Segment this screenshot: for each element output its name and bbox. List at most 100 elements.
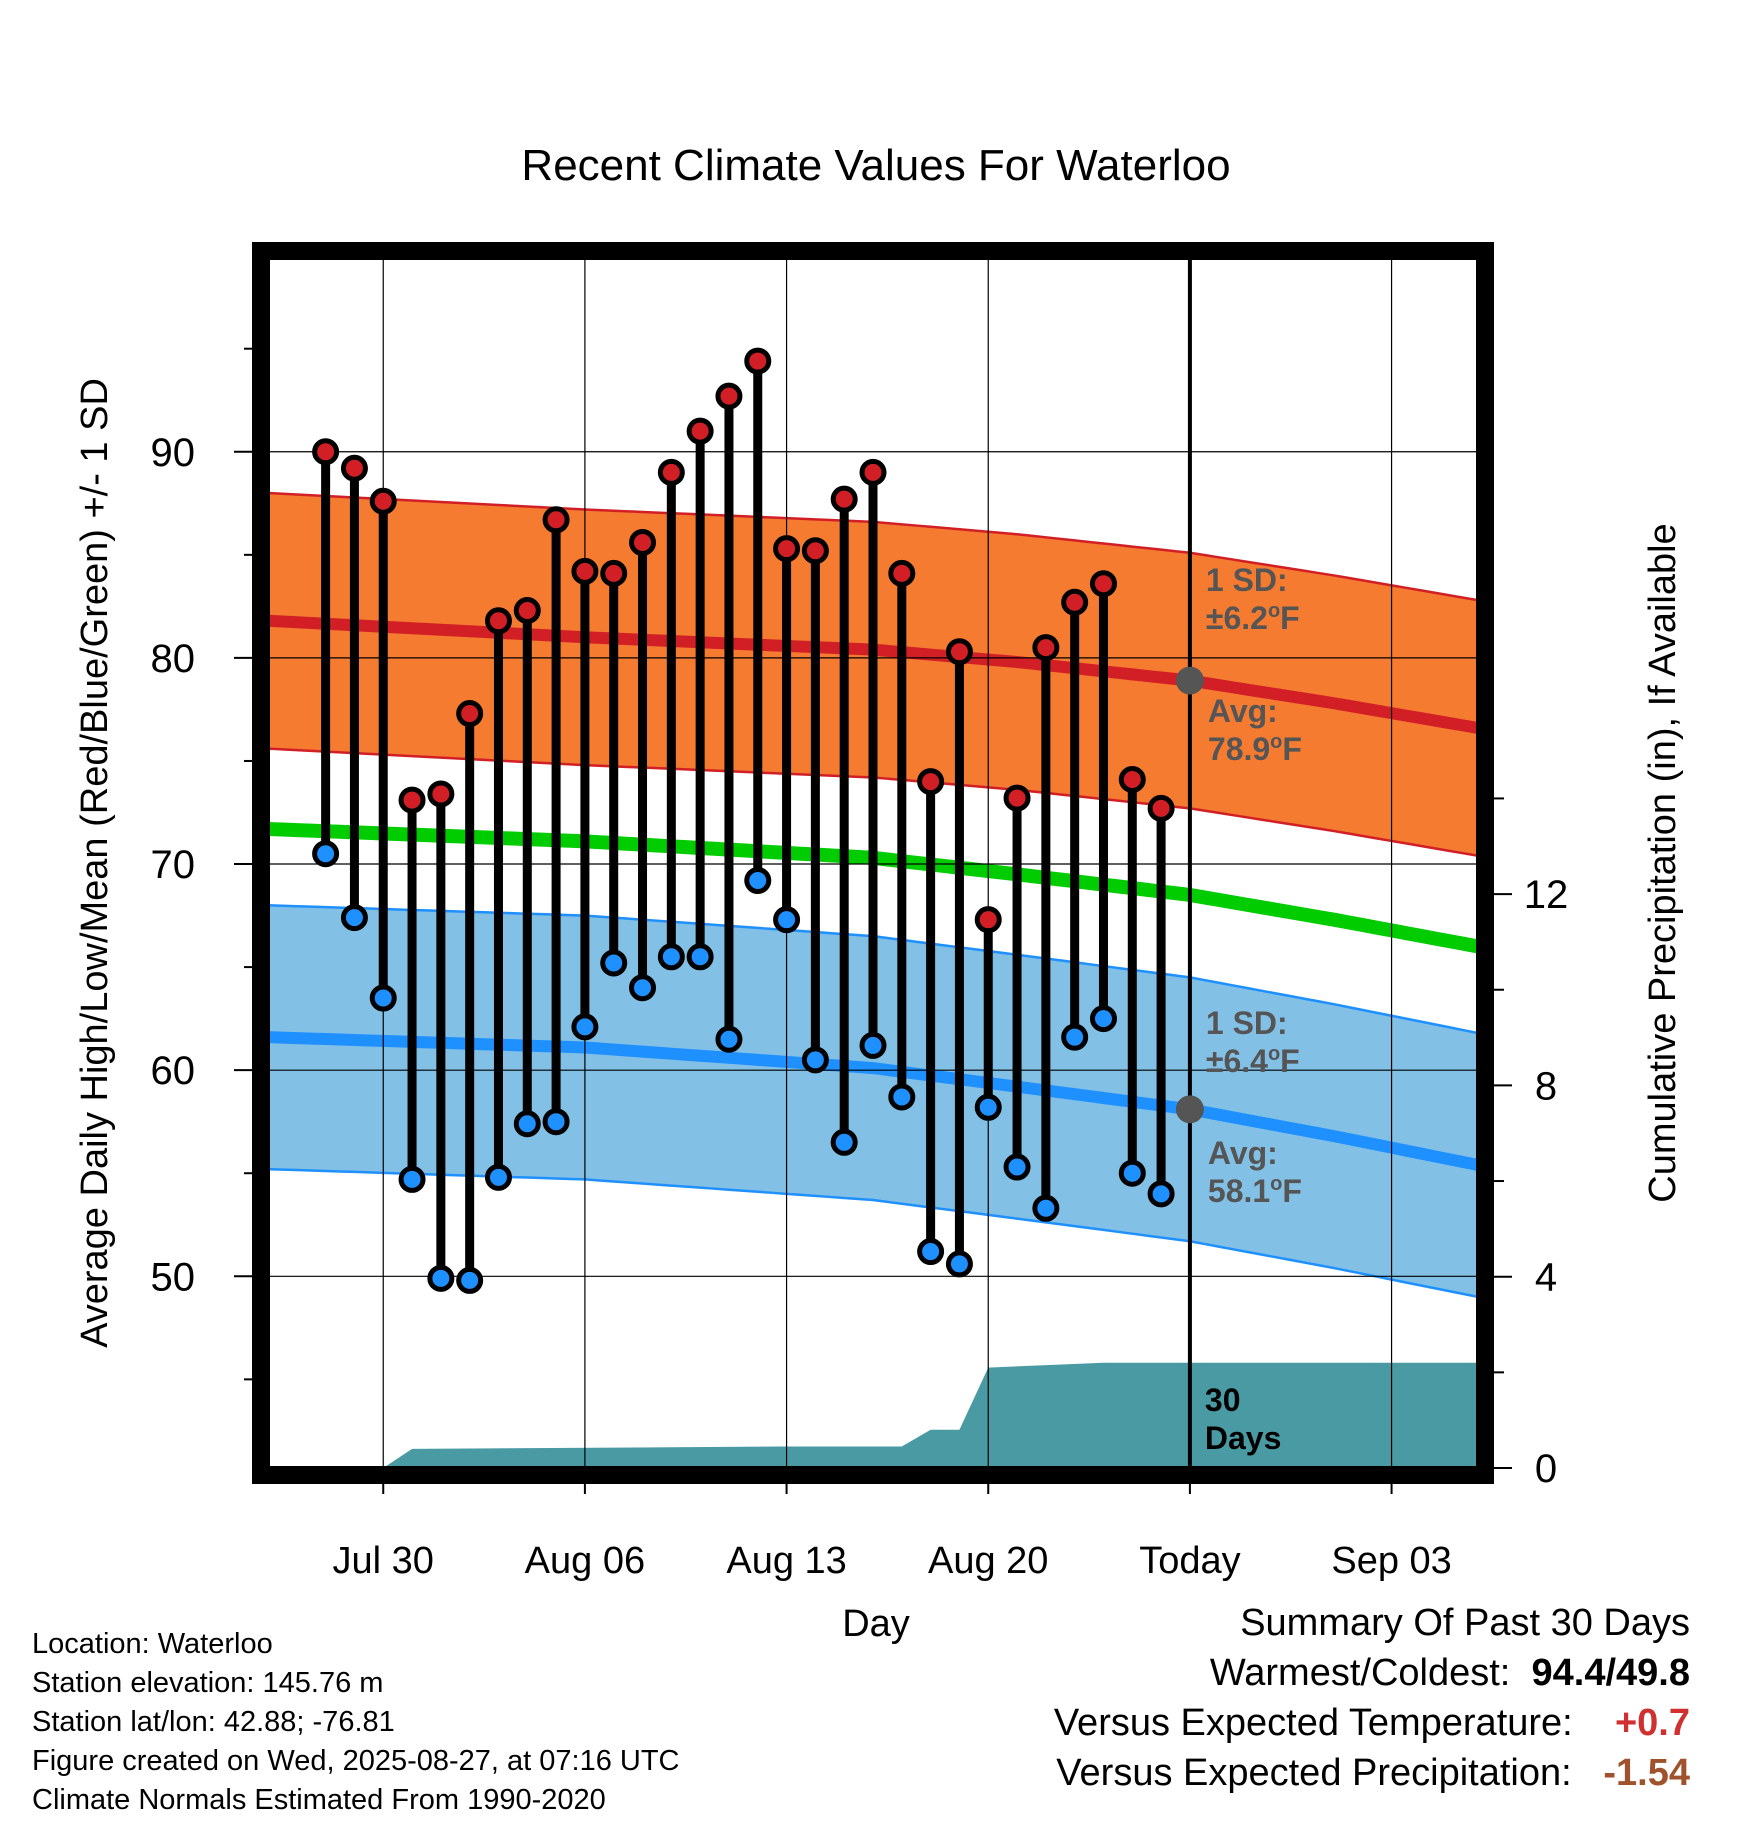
daily-high-point bbox=[312, 438, 340, 466]
summary-temp-row: Versus Expected Temperature: +0.7 bbox=[1054, 1698, 1690, 1748]
x-axis-label: Day bbox=[842, 1603, 910, 1645]
daily-high-point bbox=[629, 528, 657, 556]
daily-low-point bbox=[427, 1264, 455, 1292]
x-tick-label: Aug 06 bbox=[525, 1540, 645, 1582]
y-tick-label: 50 bbox=[151, 1255, 196, 1299]
daily-low-point bbox=[859, 1031, 887, 1059]
daily-high-point bbox=[456, 700, 484, 728]
daily-low-point bbox=[657, 943, 685, 971]
daily-low-point bbox=[715, 1025, 743, 1053]
daily-high-point bbox=[600, 559, 628, 587]
summary-panel: Summary Of Past 30 Days Warmest/Coldest:… bbox=[1054, 1598, 1690, 1798]
daily-high-point bbox=[1089, 570, 1117, 598]
daily-low-point bbox=[571, 1013, 599, 1041]
x-tick-label: Jul 30 bbox=[333, 1540, 434, 1582]
summary-temp-value: +0.7 bbox=[1614, 1702, 1690, 1744]
daily-high-point bbox=[427, 780, 455, 808]
daily-high-point bbox=[917, 768, 945, 796]
daily-low-point bbox=[340, 904, 368, 932]
info-created: Figure created on Wed, 2025-08-27, at 07… bbox=[32, 1745, 680, 1777]
daily-low-point bbox=[917, 1238, 945, 1266]
low-avg-annotation-line: Avg: bbox=[1208, 1135, 1278, 1171]
daily-observations bbox=[312, 347, 1175, 1294]
daily-low-point bbox=[686, 943, 714, 971]
daily-high-point bbox=[542, 506, 570, 534]
x-axis: Jul 30 Aug 06 Aug 13 Aug 20 Today Sep 03 bbox=[333, 1484, 1452, 1582]
precip-annotation: 30 Days bbox=[1205, 1382, 1282, 1456]
daily-low-point bbox=[945, 1250, 973, 1278]
daily-low-point bbox=[974, 1093, 1002, 1121]
summary-precip-label: Versus Expected Precipitation: bbox=[1056, 1752, 1572, 1794]
daily-low-point bbox=[888, 1083, 916, 1111]
daily-low-point bbox=[542, 1108, 570, 1136]
summary-warmest-value: 94.4 bbox=[1531, 1652, 1606, 1694]
daily-high-point bbox=[657, 458, 685, 486]
daily-high-point bbox=[484, 607, 512, 635]
info-normals: Climate Normals Estimated From 1990-2020 bbox=[32, 1784, 606, 1816]
info-latlon: Station lat/lon: 42.88; -76.81 bbox=[32, 1706, 395, 1738]
daily-high-point bbox=[888, 559, 916, 587]
low-avg-annotation-line: 58.1oF bbox=[1208, 1173, 1302, 1209]
summary-precip-row: Versus Expected Precipitation: -1.54 bbox=[1054, 1748, 1690, 1798]
y-axis: 50 60 70 80 90 bbox=[151, 347, 252, 1381]
high-avg-annotation-line: 78.9oF bbox=[1208, 731, 1302, 767]
daily-low-point bbox=[1032, 1194, 1060, 1222]
daily-low-point bbox=[312, 840, 340, 868]
today-high-normal-marker bbox=[1175, 666, 1204, 695]
y-axis-label: Average Daily High/Low/Mean (Red/Blue/Gr… bbox=[74, 378, 116, 1348]
daily-high-point bbox=[974, 906, 1002, 934]
summary-warmest-row: Warmest/Coldest: 94.4/49.8 bbox=[1209, 1652, 1690, 1694]
daily-low-point bbox=[1089, 1005, 1117, 1033]
daily-high-point bbox=[369, 487, 397, 515]
daily-high-point bbox=[1118, 766, 1146, 794]
daily-high-point bbox=[1147, 794, 1175, 822]
daily-high-point bbox=[773, 535, 801, 563]
y-tick-label: 70 bbox=[151, 843, 196, 887]
daily-high-point bbox=[859, 458, 887, 486]
y-tick-label: 80 bbox=[151, 637, 196, 681]
daily-high-point bbox=[398, 786, 426, 814]
daily-low-point bbox=[1061, 1023, 1089, 1051]
daily-low-point bbox=[629, 974, 657, 1002]
daily-high-point bbox=[715, 382, 743, 410]
daily-low-point bbox=[830, 1128, 858, 1156]
high-avg-annotation-line: Avg: bbox=[1208, 693, 1278, 729]
high-sd-annotation-line: 1 SD: bbox=[1206, 562, 1288, 598]
low-sd-annotation: 1 SD: ±6.4oF bbox=[1206, 1005, 1300, 1079]
precipitation-area bbox=[383, 1362, 1479, 1468]
high-sd-annotation: 1 SD: ±6.2oF bbox=[1206, 562, 1300, 636]
x-tick-label: Aug 13 bbox=[726, 1540, 846, 1582]
chart-title: Recent Climate Values For Waterloo bbox=[521, 141, 1230, 190]
daily-low-point bbox=[369, 984, 397, 1012]
y2-tick-label: 0 bbox=[1535, 1447, 1557, 1491]
summary-heading: Summary Of Past 30 Days bbox=[1240, 1602, 1690, 1644]
x-tick-label: Aug 20 bbox=[928, 1540, 1048, 1582]
daily-low-point bbox=[1003, 1153, 1031, 1181]
y2-axis: 0 4 8 12 bbox=[1494, 797, 1568, 1491]
low-avg-annotation: Avg: 58.1oF bbox=[1208, 1135, 1302, 1209]
daily-high-point bbox=[686, 417, 714, 445]
daily-low-point bbox=[456, 1266, 484, 1294]
daily-low-point bbox=[744, 867, 772, 895]
daily-low-point bbox=[1118, 1159, 1146, 1187]
summary-precip-value: -1.54 bbox=[1603, 1752, 1690, 1794]
x-tick-label: Sep 03 bbox=[1331, 1540, 1451, 1582]
daily-high-point bbox=[1061, 588, 1089, 616]
precip-annotation-line: Days bbox=[1205, 1420, 1282, 1456]
daily-high-point bbox=[513, 596, 541, 624]
y2-axis-label: Cumulative Precipitation (in), If Availa… bbox=[1642, 523, 1684, 1202]
daily-high-point bbox=[340, 454, 368, 482]
y-tick-label: 60 bbox=[151, 1049, 196, 1093]
high-avg-annotation: Avg: 78.9oF bbox=[1208, 693, 1302, 767]
info-elevation: Station elevation: 145.76 m bbox=[32, 1667, 384, 1699]
plot-frame bbox=[252, 242, 1494, 1484]
precip-annotation-line: 30 bbox=[1205, 1382, 1241, 1418]
today-low-normal-marker bbox=[1175, 1095, 1204, 1124]
y-tick-label: 90 bbox=[151, 431, 196, 475]
summary-temp-label: Versus Expected Temperature: bbox=[1053, 1702, 1573, 1744]
info-location: Location: Waterloo bbox=[32, 1628, 273, 1660]
daily-high-point bbox=[801, 537, 829, 565]
low-sd-annotation-line: ±6.4oF bbox=[1206, 1043, 1300, 1079]
